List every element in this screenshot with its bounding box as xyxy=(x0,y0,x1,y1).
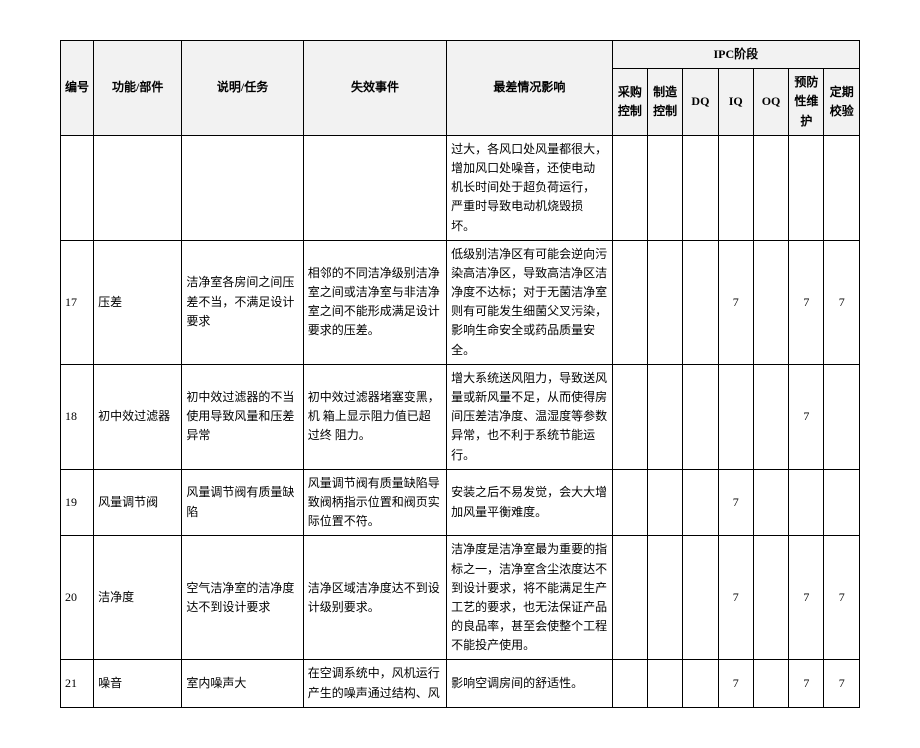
cell-func: 洁净度 xyxy=(94,536,182,660)
cell-ipc-3: 7 xyxy=(718,469,753,536)
cell-ipc-4 xyxy=(753,364,788,469)
cell-ipc-2 xyxy=(683,469,718,536)
cell-num: 21 xyxy=(61,660,94,707)
cell-ipc-0 xyxy=(612,660,647,707)
cell-worst: 增大系统送风阻力，导致送风 量或新风量不足，从而使得房 间压差洁净度、温湿度等参… xyxy=(447,364,613,469)
cell-ipc-4 xyxy=(753,240,788,364)
table-row: 过大，各风口处风量都很大， 增加风口处噪音，还使电动 机长时间处于超负荷运行， … xyxy=(61,135,860,240)
cell-num: 17 xyxy=(61,240,94,364)
cell-fail: 初中效过滤器堵塞变黑，机 箱上显示阻力值已超过终 阻力。 xyxy=(303,364,446,469)
cell-ipc-0 xyxy=(612,364,647,469)
cell-ipc-6 xyxy=(824,469,860,536)
cell-ipc-5: 7 xyxy=(789,536,824,660)
cell-worst: 过大，各风口处风量都很大， 增加风口处噪音，还使电动 机长时间处于超负荷运行， … xyxy=(447,135,613,240)
header-worst: 最差情况影响 xyxy=(447,41,613,136)
cell-ipc-4 xyxy=(753,469,788,536)
cell-num: 19 xyxy=(61,469,94,536)
cell-ipc-6 xyxy=(824,135,860,240)
cell-num: 20 xyxy=(61,536,94,660)
cell-fail: 相邻的不同洁净级别洁净室之间或洁净室与非洁净室之间不能形成满足设计要求的压差。 xyxy=(303,240,446,364)
cell-func: 压差 xyxy=(94,240,182,364)
cell-desc: 风量调节阀有质量缺陷 xyxy=(182,469,303,536)
cell-ipc-1 xyxy=(647,240,682,364)
cell-worst: 洁净度是洁净室最为重要的指标之一，洁净室含尘浓度达不到设计要求，将不能满足生产工… xyxy=(447,536,613,660)
cell-desc: 初中效过滤器的不当使用导致风量和压差异常 xyxy=(182,364,303,469)
cell-ipc-3: 7 xyxy=(718,240,753,364)
cell-func: 风量调节阀 xyxy=(94,469,182,536)
cell-num: 18 xyxy=(61,364,94,469)
cell-ipc-6: 7 xyxy=(824,240,860,364)
header-desc: 说明/任务 xyxy=(182,41,303,136)
cell-ipc-5 xyxy=(789,135,824,240)
table-row: 18初中效过滤器初中效过滤器的不当使用导致风量和压差异常初中效过滤器堵塞变黑，机… xyxy=(61,364,860,469)
cell-func xyxy=(94,135,182,240)
cell-ipc-3: 7 xyxy=(718,536,753,660)
cell-fail: 洁净区域洁净度达不到设计级别要求。 xyxy=(303,536,446,660)
cell-ipc-4 xyxy=(753,660,788,707)
cell-ipc-1 xyxy=(647,135,682,240)
table-row: 19风量调节阀风量调节阀有质量缺陷风量调节阀有质量缺陷导致阀柄指示位置和阀页实际… xyxy=(61,469,860,536)
cell-fail: 风量调节阀有质量缺陷导致阀柄指示位置和阀页实际位置不符。 xyxy=(303,469,446,536)
cell-ipc-5: 7 xyxy=(789,660,824,707)
cell-fail xyxy=(303,135,446,240)
cell-ipc-3 xyxy=(718,135,753,240)
cell-ipc-3 xyxy=(718,364,753,469)
cell-ipc-6: 7 xyxy=(824,536,860,660)
cell-ipc-5: 7 xyxy=(789,364,824,469)
header-ipc-5: 预防性维护 xyxy=(789,69,824,136)
cell-ipc-0 xyxy=(612,135,647,240)
table-row: 20洁净度空气洁净室的洁净度达不到设计要求洁净区域洁净度达不到设计级别要求。洁净… xyxy=(61,536,860,660)
cell-desc xyxy=(182,135,303,240)
cell-ipc-1 xyxy=(647,364,682,469)
cell-worst: 低级别洁净区有可能会逆向污染高洁净区，导致高洁净区洁净度不达标；对于无菌洁净室则… xyxy=(447,240,613,364)
cell-ipc-1 xyxy=(647,660,682,707)
cell-ipc-0 xyxy=(612,469,647,536)
cell-ipc-2 xyxy=(683,536,718,660)
header-num: 编号 xyxy=(61,41,94,136)
cell-ipc-3: 7 xyxy=(718,660,753,707)
header-ipc-3: IQ xyxy=(718,69,753,136)
cell-ipc-4 xyxy=(753,536,788,660)
cell-ipc-1 xyxy=(647,469,682,536)
cell-worst: 安装之后不易发觉，会大大增 加风量平衡难度。 xyxy=(447,469,613,536)
header-ipc-group: IPC阶段 xyxy=(612,41,859,69)
header-ipc-4: OQ xyxy=(753,69,788,136)
cell-ipc-2 xyxy=(683,135,718,240)
cell-func: 噪音 xyxy=(94,660,182,707)
header-func: 功能/部件 xyxy=(94,41,182,136)
cell-ipc-6: 7 xyxy=(824,660,860,707)
cell-desc: 室内噪声大 xyxy=(182,660,303,707)
cell-desc: 空气洁净室的洁净度达不到设计要求 xyxy=(182,536,303,660)
cell-ipc-0 xyxy=(612,536,647,660)
cell-ipc-5 xyxy=(789,469,824,536)
cell-ipc-2 xyxy=(683,660,718,707)
cell-worst: 影响空调房间的舒适性。 xyxy=(447,660,613,707)
header-ipc-6: 定期 校验 xyxy=(824,69,860,136)
cell-num xyxy=(61,135,94,240)
header-fail: 失效事件 xyxy=(303,41,446,136)
cell-ipc-2 xyxy=(683,364,718,469)
table-row: 21噪音室内噪声大在空调系统中，风机运行产生的噪声通过结构、风影响空调房间的舒适… xyxy=(61,660,860,707)
cell-ipc-0 xyxy=(612,240,647,364)
cell-ipc-2 xyxy=(683,240,718,364)
cell-fail: 在空调系统中，风机运行产生的噪声通过结构、风 xyxy=(303,660,446,707)
cell-ipc-1 xyxy=(647,536,682,660)
cell-desc: 洁净室各房间之间压差不当，不满足设计要求 xyxy=(182,240,303,364)
cell-ipc-5: 7 xyxy=(789,240,824,364)
header-ipc-0: 采购 控制 xyxy=(612,69,647,136)
header-ipc-2: DQ xyxy=(683,69,718,136)
cell-ipc-6 xyxy=(824,364,860,469)
cell-func: 初中效过滤器 xyxy=(94,364,182,469)
header-ipc-1: 制造 控制 xyxy=(647,69,682,136)
cell-ipc-4 xyxy=(753,135,788,240)
table-row: 17压差洁净室各房间之间压差不当，不满足设计要求相邻的不同洁净级别洁净室之间或洁… xyxy=(61,240,860,364)
fmea-table: 编号 功能/部件 说明/任务 失效事件 最差情况影响 IPC阶段 采购 控制 制… xyxy=(60,40,860,708)
